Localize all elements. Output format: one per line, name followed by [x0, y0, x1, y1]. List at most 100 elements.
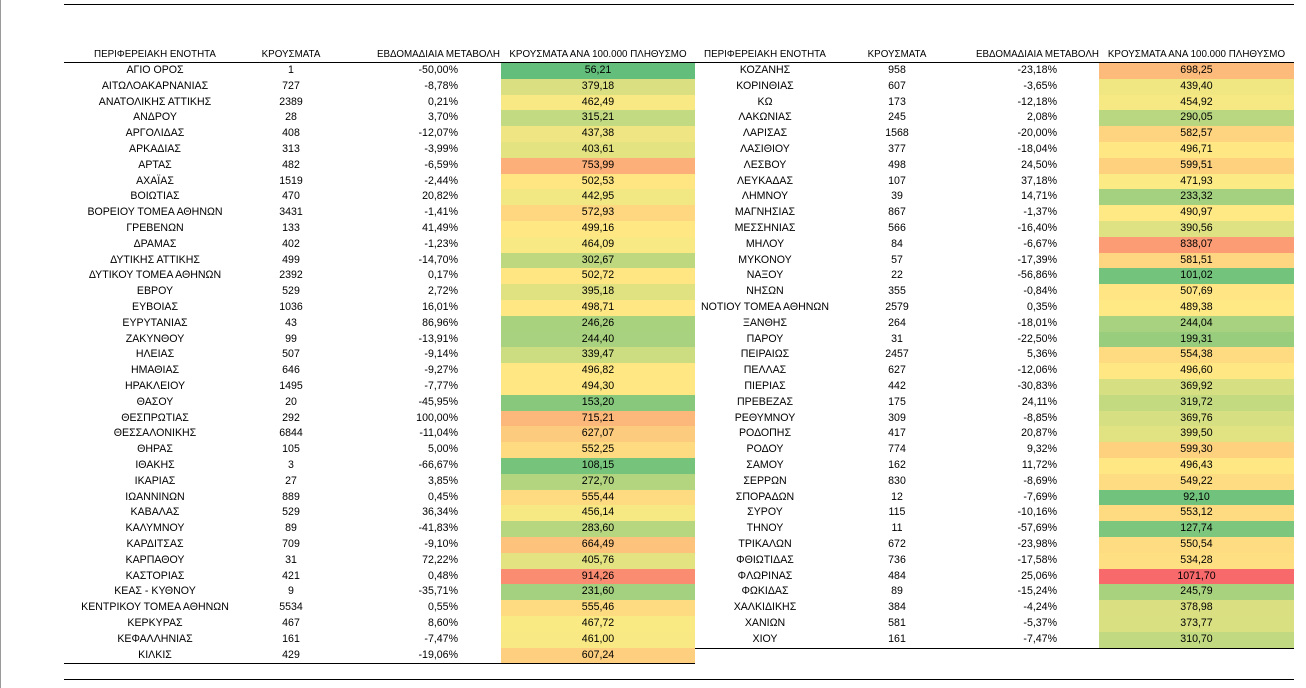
per100k-cell: 108,15	[501, 458, 695, 474]
region-cell: ΗΜΑΘΙΑΣ	[130, 364, 180, 377]
weekly-change-cell: 0,35%	[1026, 301, 1057, 313]
per100k-cell: 489,38	[1099, 300, 1294, 316]
cases-cell: 499	[282, 253, 300, 266]
region-cell: ΦΛΩΡΙΝΑΣ	[737, 569, 793, 582]
per100k-cell: 534,28	[1099, 552, 1294, 569]
table-row: ΛΕΣΒΟΥ 498 24,50% 599,51	[64, 157, 1294, 174]
region-cell: ΑΡΓΟΛΙΔΑΣ	[125, 127, 185, 140]
region-cell: ΕΒΡΟΥ	[136, 285, 174, 298]
weekly-change-cell: 0,45%	[427, 490, 458, 503]
table-row: ΙΘΑΚΗΣ 3 -66,67% 108,15	[64, 458, 1294, 474]
region-cell: ΒΟΡΕΙΟΥ ΤΟΜΕΑ ΑΘΗΝΩΝ	[87, 206, 223, 219]
weekly-change-cell: -13,91%	[418, 332, 458, 345]
cases-cell: 2392	[279, 269, 303, 282]
region-cell: ΕΥΡΥΤΑΝΙΑΣ	[122, 316, 188, 329]
table-row: ΑΝΑΤΟΛΙΚΗΣ ΑΤΤΙΚΗΣ 2389 0,21% 462,49	[64, 94, 1294, 111]
table-row: ΡΟΔΟΥ 774 9,32% 599,30	[64, 442, 1294, 458]
region-cell: ΑΙΤΩΛΟΑΚΑΡΝΑΝΙΑΣ	[101, 79, 209, 92]
weekly-change-cell: -23,18%	[1017, 64, 1057, 76]
table-row: ΑΝΔΡΟΥ 28 3,70% 315,21	[64, 110, 1294, 127]
weekly-change-cell: 0,55%	[427, 601, 458, 614]
region-cell: ΚΩ	[757, 95, 773, 108]
per100k-cell: 599,51	[1099, 157, 1294, 174]
weekly-change-cell: -12,07%	[418, 127, 458, 140]
region-cell: ΣΥΡΟΥ	[747, 506, 783, 519]
per100k-cell: 554,38	[1099, 347, 1294, 364]
cases-cell: 292	[282, 411, 300, 424]
per100k-cell: 244,04	[1099, 315, 1294, 332]
table-row: ΚΕΝΤΡΙΚΟΥ ΤΟΜΕΑ ΑΘΗΝΩΝ 5534 0,55% 555,46	[64, 600, 1294, 616]
cases-cell: 1495	[279, 380, 303, 392]
per100k-cell: 390,56	[1099, 221, 1294, 237]
weekly-change-cell: -17,39%	[1017, 253, 1057, 266]
weekly-change-cell: 3,85%	[427, 474, 458, 487]
left-border-line	[0, 0, 1, 688]
table-row: ΔΥΤΙΚΗΣ ΑΤΤΙΚΗΣ 499 -14,70% 302,67	[64, 252, 1294, 269]
per100k-cell: 405,76	[501, 552, 695, 569]
region-cell: ΣΠΟΡΑΔΩΝ	[735, 490, 795, 503]
table-row: ΝΑΞΟΥ 22 -56,86% 101,02	[64, 268, 1294, 285]
table-row: ΚΑΣΤΟΡΙΑΣ 421 0,48% 914,26	[64, 568, 1294, 585]
region-cell: ΡΟΔΟΥ	[746, 443, 784, 456]
cases-cell: 646	[282, 364, 300, 377]
weekly-change-cell: -1,23%	[424, 237, 458, 250]
per100k-cell: 439,40	[1099, 78, 1294, 95]
weekly-change-cell: -20,00%	[1017, 127, 1057, 140]
region-cell: ΑΝΑΤΟΛΙΚΗΣ ΑΤΤΙΚΗΣ	[98, 95, 212, 108]
table-row: ΒΟΙΩΤΙΑΣ 470 20,82% 442,95	[64, 189, 1294, 206]
weekly-change-cell: -3,65%	[1023, 79, 1057, 92]
weekly-change-cell: 5,36%	[1026, 348, 1057, 361]
cases-cell: 313	[282, 143, 300, 155]
per100k-cell: 753,99	[501, 157, 695, 174]
table-row: ΤΡΙΚΑΛΩΝ 672 -23,98% 550,54	[64, 537, 1294, 553]
cases-cell: 736	[888, 553, 906, 566]
cases-cell: 175	[888, 395, 906, 408]
weekly-change-cell: -50,00%	[418, 64, 458, 76]
weekly-change-cell: -6,67%	[1023, 237, 1057, 250]
region-cell: ΚΑΛΥΜΝΟΥ	[125, 522, 185, 535]
region-cell: ΘΕΣΣΑΛΟΝΙΚΗΣ	[113, 427, 197, 440]
cases-cell: 105	[282, 443, 300, 456]
cases-cell: 417	[888, 427, 906, 440]
per100k-cell: 461,00	[501, 631, 695, 648]
cases-cell: 867	[888, 206, 906, 219]
cases-cell: 830	[888, 474, 906, 487]
weekly-change-cell: -7,47%	[1023, 632, 1057, 645]
weekly-change-cell: -12,18%	[1017, 95, 1057, 108]
table-row: ΚΟΖΑΝΗΣ 958 -23,18% 698,25	[64, 63, 1294, 79]
per100k-cell: 581,51	[1099, 252, 1294, 269]
per100k-cell: 272,70	[501, 473, 695, 490]
table-row: ΖΑΚΥΝΘΟΥ 99 -13,91% 244,40	[64, 331, 1294, 348]
cases-cell: 384	[888, 601, 906, 614]
table-row: ΛΑΚΩΝΙΑΣ 245 2,08% 290,05	[64, 110, 1294, 127]
per100k-cell: 403,61	[501, 142, 695, 158]
per100k-cell: 914,26	[501, 568, 695, 585]
table-row: ΒΟΡΕΙΟΥ ΤΟΜΕΑ ΑΘΗΝΩΝ 3431 -1,41% 572,93	[64, 205, 1294, 221]
weekly-change-cell: -22,50%	[1017, 332, 1057, 345]
table-row: ΣΠΟΡΑΔΩΝ 12 -7,69% 92,10	[64, 489, 1294, 506]
region-cell: ΣΑΜΟΥ	[746, 459, 784, 471]
weekly-change-cell: 72,22%	[422, 553, 458, 566]
table-row: ΜΥΚΟΝΟΥ 57 -17,39% 581,51	[64, 252, 1294, 269]
region-cell: ΚΟΖΑΝΗΣ	[739, 64, 791, 76]
region-cell: ΚΟΡΙΝΘΙΑΣ	[736, 79, 794, 92]
header-region-left: ΠΕΡΙΦΕΡΕΙΑΚΗ ΕΝΟΤΗΤΑ	[94, 49, 216, 60]
per100k-cell: 454,92	[1099, 94, 1294, 111]
per100k-cell: 490,97	[1099, 205, 1294, 221]
region-cell: ΚΑΡΠΑΘΟΥ	[125, 553, 185, 566]
cases-cell: 467	[282, 617, 300, 629]
region-cell: ΑΡΚΑΔΙΑΣ	[129, 143, 181, 155]
weekly-change-cell: 3,70%	[427, 111, 458, 124]
weekly-change-cell: -1,41%	[424, 206, 458, 219]
cases-cell: 566	[888, 222, 906, 234]
region-cell: ΔΡΑΜΑΣ	[133, 237, 177, 250]
cases-cell: 264	[888, 316, 906, 329]
weekly-change-cell: -9,27%	[424, 364, 458, 377]
region-cell: ΧΑΛΚΙΔΙΚΗΣ	[733, 601, 797, 614]
weekly-change-cell: -1,37%	[1023, 206, 1057, 219]
per100k-cell: 369,76	[1099, 410, 1294, 427]
table-row: ΧΑΝΙΩΝ 581 -5,37% 373,77	[64, 616, 1294, 632]
cases-cell: 627	[888, 364, 906, 377]
per100k-cell: 442,95	[501, 189, 695, 206]
table-row: ΗΜΑΘΙΑΣ 646 -9,27% 496,82	[64, 363, 1294, 379]
